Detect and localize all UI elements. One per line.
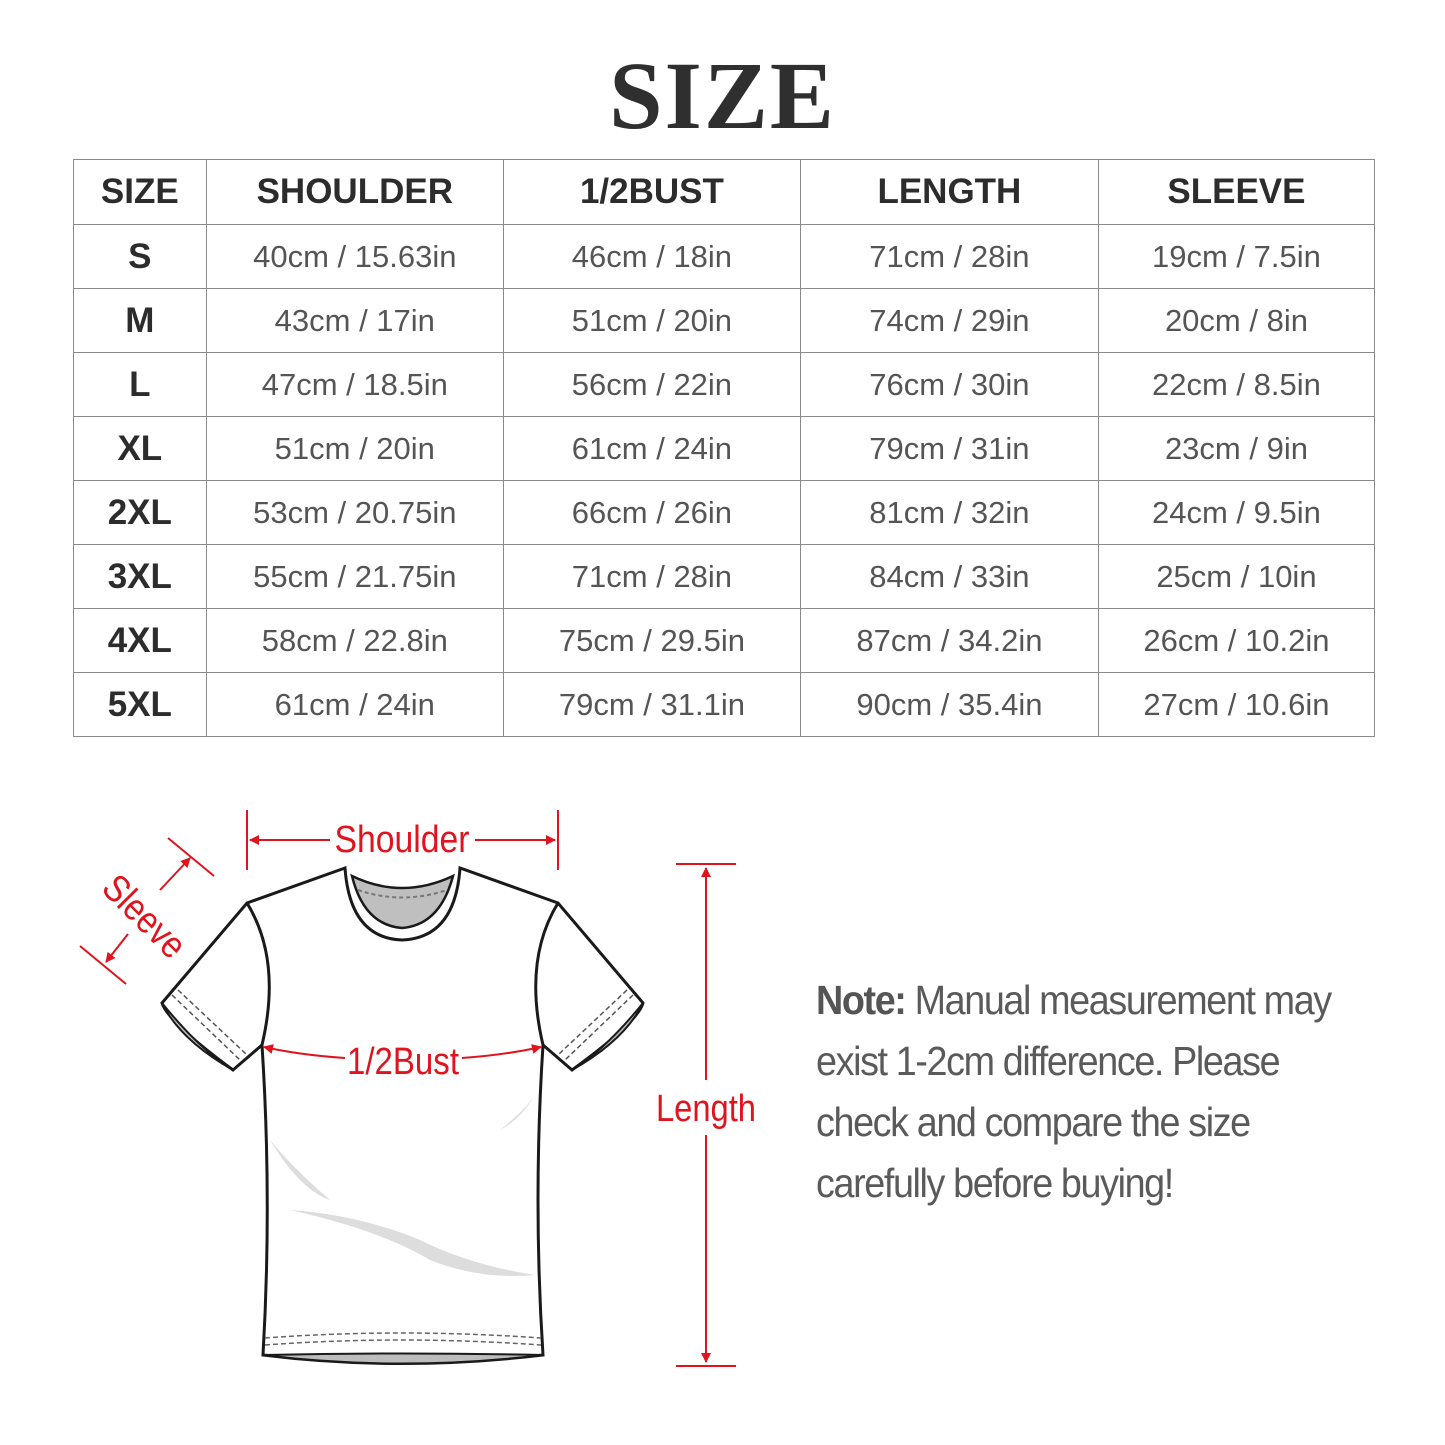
note-label: Note: xyxy=(816,977,907,1023)
size-cell: 5XL xyxy=(73,672,207,737)
measurement-cell: 40cm / 15.63in xyxy=(205,224,504,289)
tshirt-illustration xyxy=(160,865,645,1365)
measurement-cell: 79cm / 31.1in xyxy=(502,672,801,737)
measurement-cell: 81cm / 32in xyxy=(799,480,1099,545)
size-cell: 3XL xyxy=(73,544,207,609)
measurement-cell: 19cm / 7.5in xyxy=(1097,224,1376,289)
table-row: XL 51cm / 20in 61cm / 24in 79cm / 31in 23cm … xyxy=(73,416,1376,481)
measurement-cell: 55cm / 21.75in xyxy=(205,544,504,609)
table-header-row: SIZE SHOULDER 1/2BUST LENGTH SLEEVE xyxy=(73,159,1376,225)
bust-label: 1/2Bust xyxy=(347,1041,459,1083)
measurement-cell: 51cm / 20in xyxy=(502,288,801,353)
measurement-cell: 46cm / 18in xyxy=(502,224,801,289)
measurement-cell: 61cm / 24in xyxy=(205,672,504,737)
measurement-cell: 90cm / 35.4in xyxy=(799,672,1099,737)
column-header: 1/2BUST xyxy=(502,159,801,225)
table-row: 3XL 55cm / 21.75in 71cm / 28in 84cm / 33in 2… xyxy=(73,544,1376,609)
table-row: 5XL 61cm / 24in 79cm / 31.1in 90cm / 35.4in… xyxy=(73,672,1376,737)
measurement-note: Note: Manual measurement may exist 1-2cm… xyxy=(816,970,1350,1214)
measurement-cell: 27cm / 10.6in xyxy=(1097,672,1376,737)
measurement-cell: 26cm / 10.2in xyxy=(1097,608,1376,673)
measurement-cell: 22cm / 8.5in xyxy=(1097,352,1376,417)
measurement-cell: 75cm / 29.5in xyxy=(502,608,801,673)
measurement-cell: 61cm / 24in xyxy=(502,416,801,481)
length-label: Length xyxy=(656,1088,756,1130)
size-cell: 2XL xyxy=(73,480,207,545)
size-cell: S xyxy=(73,224,207,289)
measurement-cell: 76cm / 30in xyxy=(799,352,1099,417)
measurement-cell: 71cm / 28in xyxy=(502,544,801,609)
measurement-cell: 47cm / 18.5in xyxy=(205,352,504,417)
table-body: S 40cm / 15.63in 46cm / 18in 71cm / 28in 19c… xyxy=(73,224,1376,737)
size-cell: L xyxy=(73,352,207,417)
table-row: M 43cm / 17in 51cm / 20in 74cm / 29in 20cm /… xyxy=(73,288,1376,353)
measurement-cell: 79cm / 31in xyxy=(799,416,1099,481)
table-row: S 40cm / 15.63in 46cm / 18in 71cm / 28in 19c… xyxy=(73,224,1376,289)
sleeve-measure: Sleeve xyxy=(79,837,215,985)
measurement-cell: 24cm / 9.5in xyxy=(1097,480,1376,545)
measurement-cell: 84cm / 33in xyxy=(799,544,1099,609)
size-table: SIZE SHOULDER 1/2BUST LENGTH SLEEVE S 40cm / … xyxy=(73,159,1376,737)
column-header: SLEEVE xyxy=(1097,159,1376,225)
note-text: Manual measurement may exist 1-2cm diffe… xyxy=(816,977,1332,1206)
shoulder-label: Shoulder xyxy=(335,819,470,861)
table-row: L 47cm / 18.5in 56cm / 22in 76cm / 30in 22cm… xyxy=(73,352,1376,417)
measurement-cell: 20cm / 8in xyxy=(1097,288,1376,353)
page-title: SIZE xyxy=(609,42,836,149)
measurement-cell: 43cm / 17in xyxy=(205,288,504,353)
measurement-cell: 56cm / 22in xyxy=(502,352,801,417)
table-row: 2XL 53cm / 20.75in 66cm / 26in 81cm / 32in 2… xyxy=(73,480,1376,545)
shoulder-measure: Shoulder xyxy=(246,810,559,870)
size-cell: M xyxy=(73,288,207,353)
measurement-cell: 23cm / 9in xyxy=(1097,416,1376,481)
size-cell: 4XL xyxy=(73,608,207,673)
measurement-cell: 25cm / 10in xyxy=(1097,544,1376,609)
column-header: SIZE xyxy=(73,159,207,225)
sleeve-label: Sleeve xyxy=(94,867,194,967)
column-header: LENGTH xyxy=(799,159,1099,225)
bust-measure: 1/2Bust xyxy=(263,1041,542,1083)
measurement-cell: 58cm / 22.8in xyxy=(205,608,504,673)
measurement-cell: 51cm / 20in xyxy=(205,416,504,481)
measurement-cell: 74cm / 29in xyxy=(799,288,1099,353)
length-measure: Length xyxy=(656,863,756,1367)
measurement-cell: 53cm / 20.75in xyxy=(205,480,504,545)
measurement-cell: 66cm / 26in xyxy=(502,480,801,545)
